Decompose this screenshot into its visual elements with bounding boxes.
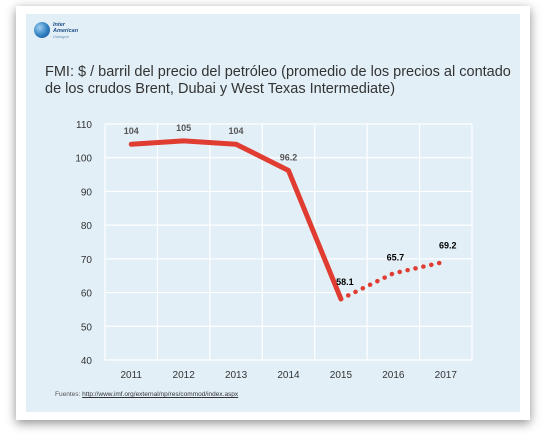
source-label: Fuentes:: [55, 391, 81, 398]
source-link[interactable]: http://www.imf.org/external/np/res/commo…: [82, 391, 239, 398]
logo: Inter American Dialogue: [34, 20, 94, 42]
slide-frame: Inter American Dialogue FMI: $ / barril …: [16, 6, 530, 420]
y-tick-label: 70: [81, 255, 93, 266]
data-label: 104: [124, 126, 139, 136]
y-tick-label: 60: [81, 289, 93, 300]
x-tick-label: 2011: [120, 370, 142, 381]
data-label: 69.2: [439, 241, 457, 251]
data-label: 65.7: [387, 252, 405, 262]
data-label: 58.1: [336, 277, 354, 287]
data-label: 104: [229, 126, 244, 136]
logo-line-1: Inter: [53, 22, 65, 28]
chart-title: FMI: $ / barril del precio del petróleo …: [45, 64, 511, 97]
source-note: Fuentes: http://www.imf.org/external/np/…: [55, 391, 238, 398]
x-tick-label: 2017: [435, 370, 458, 381]
data-label: 96.2: [280, 153, 298, 163]
logo-text: Inter American Dialogue: [53, 22, 93, 40]
y-tick-label: 90: [81, 187, 93, 198]
x-tick-label: 2015: [330, 370, 353, 381]
y-tick-label: 100: [75, 154, 92, 165]
data-label: 105: [176, 123, 191, 133]
x-tick-label: 2014: [277, 370, 300, 381]
y-tick-label: 50: [81, 322, 93, 333]
y-tick-label: 110: [76, 120, 92, 131]
y-tick-label: 40: [81, 356, 93, 367]
oil-price-chart: 40 50 60 70 80 90 100 110 2011 2012 2013 2014 2015 20…: [75, 120, 473, 381]
slide: Inter American Dialogue FMI: $ / barril …: [26, 14, 520, 412]
series-line-projection: [338, 259, 449, 302]
logo-line-2: American: [53, 28, 79, 34]
logo-line-3: Dialogue: [53, 34, 69, 39]
x-tick-label: 2012: [173, 370, 196, 381]
y-tick-label: 80: [81, 221, 93, 232]
globe-icon: [34, 22, 50, 38]
x-tick-label: 2016: [382, 370, 405, 381]
x-tick-label: 2013: [225, 370, 248, 381]
series-line-actual: [128, 138, 344, 302]
